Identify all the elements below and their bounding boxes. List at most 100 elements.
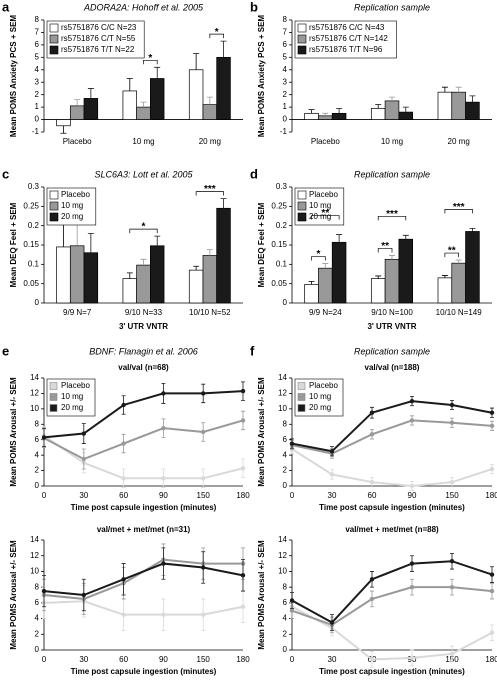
legend-label: rs5751876 C/T N=55 bbox=[61, 34, 136, 43]
panel-label: f bbox=[250, 343, 255, 358]
point bbox=[161, 612, 166, 617]
point bbox=[369, 479, 375, 485]
significance-bracket bbox=[444, 209, 473, 214]
error-bar bbox=[60, 125, 67, 134]
bar bbox=[304, 284, 319, 304]
legend-label: 20 mg bbox=[309, 212, 331, 221]
x-tick-label: Placebo bbox=[63, 137, 92, 146]
point bbox=[489, 630, 495, 635]
error-bar bbox=[87, 233, 94, 253]
panel-label: b bbox=[250, 0, 258, 14]
y-tick-label: 2 bbox=[283, 90, 288, 99]
x-tick-label: 9/9 N=24 bbox=[309, 308, 342, 317]
y-axis-label: Mean POMS Arousal +/- SEM bbox=[257, 377, 266, 487]
error-bar bbox=[322, 263, 329, 269]
significance-bracket bbox=[209, 33, 224, 39]
point bbox=[121, 612, 126, 617]
significance-bracket bbox=[143, 59, 158, 65]
legend-label: 20 mg bbox=[61, 403, 83, 412]
y-tick-label: 2 bbox=[283, 629, 288, 638]
x-tick-label: 180 bbox=[485, 491, 497, 500]
point bbox=[409, 584, 415, 590]
point bbox=[121, 441, 126, 446]
error-bar bbox=[193, 265, 200, 271]
x-axis-label: 3' UTR VNTR bbox=[367, 322, 416, 331]
bar bbox=[202, 104, 218, 120]
y-tick-label: 6 bbox=[35, 435, 40, 444]
point bbox=[121, 476, 126, 481]
bar bbox=[331, 112, 347, 120]
x-tick-label: 150 bbox=[197, 655, 211, 664]
error-bar bbox=[74, 222, 81, 246]
y-tick-label: 2 bbox=[35, 629, 40, 638]
y-tick-label: 0.3 bbox=[276, 182, 288, 191]
bar bbox=[318, 115, 333, 120]
y-tick-label: 12 bbox=[278, 389, 287, 398]
error-bar bbox=[455, 86, 462, 93]
point bbox=[161, 425, 166, 431]
y-tick-label: 6 bbox=[283, 435, 288, 444]
legend-swatch bbox=[49, 212, 59, 222]
y-tick-label: 14 bbox=[278, 373, 287, 382]
point bbox=[449, 651, 455, 657]
legend-swatch bbox=[49, 190, 59, 200]
x-tick-label: 9/10 N=33 bbox=[125, 308, 163, 317]
error-bar bbox=[154, 235, 161, 246]
x-axis-label: Time post capsule ingestion (minutes) bbox=[319, 503, 465, 512]
series-line bbox=[291, 400, 493, 453]
error-bar bbox=[441, 86, 448, 93]
bar bbox=[318, 267, 333, 304]
x-tick-label: 0 bbox=[42, 655, 47, 664]
error-bar bbox=[74, 99, 81, 106]
significance-bracket bbox=[377, 215, 407, 221]
significance-label: ** bbox=[321, 208, 329, 219]
error-bar bbox=[154, 66, 161, 79]
legend-swatch bbox=[49, 382, 58, 390]
point bbox=[329, 472, 335, 477]
chart-title: SLC6A3: Lott et al. 2005 bbox=[94, 169, 193, 179]
x-tick-label: 10 mg bbox=[381, 137, 403, 146]
significance-label: * bbox=[316, 249, 320, 260]
y-tick-label: 0.3 bbox=[28, 182, 40, 191]
legend-label: 10 mg bbox=[61, 392, 83, 401]
point bbox=[201, 391, 206, 396]
bar bbox=[83, 98, 99, 120]
y-tick-label: 0.15 bbox=[271, 240, 287, 249]
bar bbox=[370, 278, 386, 304]
y-tick-label: 8 bbox=[283, 582, 288, 591]
y-tick-label: 0.25 bbox=[23, 201, 39, 210]
bar bbox=[437, 277, 453, 304]
error-bar bbox=[375, 104, 382, 109]
bar bbox=[188, 69, 204, 120]
panel-label: a bbox=[2, 0, 10, 14]
y-tick-label: 6 bbox=[283, 40, 288, 49]
y-tick-label: 8 bbox=[283, 419, 288, 428]
error-bar bbox=[336, 107, 343, 114]
point bbox=[369, 577, 375, 582]
bar bbox=[56, 119, 71, 127]
y-tick-label: 6 bbox=[35, 40, 40, 49]
y-axis-label: Mean POMS Anxiety PCS + SEM bbox=[9, 15, 18, 138]
y-tick-label: 4 bbox=[35, 614, 40, 623]
error-bar bbox=[308, 280, 315, 285]
y-tick-label: 7 bbox=[283, 28, 288, 37]
point bbox=[369, 596, 375, 602]
y-tick-label: 8 bbox=[35, 15, 40, 24]
x-tick-label: 10/10 N=149 bbox=[436, 308, 483, 317]
series-line bbox=[43, 390, 244, 439]
legend-label: 20 mg bbox=[61, 212, 83, 221]
point bbox=[240, 604, 246, 609]
bar bbox=[122, 278, 137, 304]
bar bbox=[188, 269, 204, 304]
y-tick-label: 4 bbox=[283, 450, 288, 459]
legend-swatch bbox=[49, 201, 59, 211]
point bbox=[289, 441, 295, 446]
y-tick-label: 4 bbox=[283, 65, 288, 74]
significance-bracket bbox=[377, 248, 393, 253]
y-tick-label: 14 bbox=[30, 373, 39, 382]
error-bar bbox=[402, 234, 409, 240]
bar bbox=[150, 245, 165, 304]
y-tick-label: 0.2 bbox=[28, 221, 40, 230]
point bbox=[161, 561, 166, 566]
